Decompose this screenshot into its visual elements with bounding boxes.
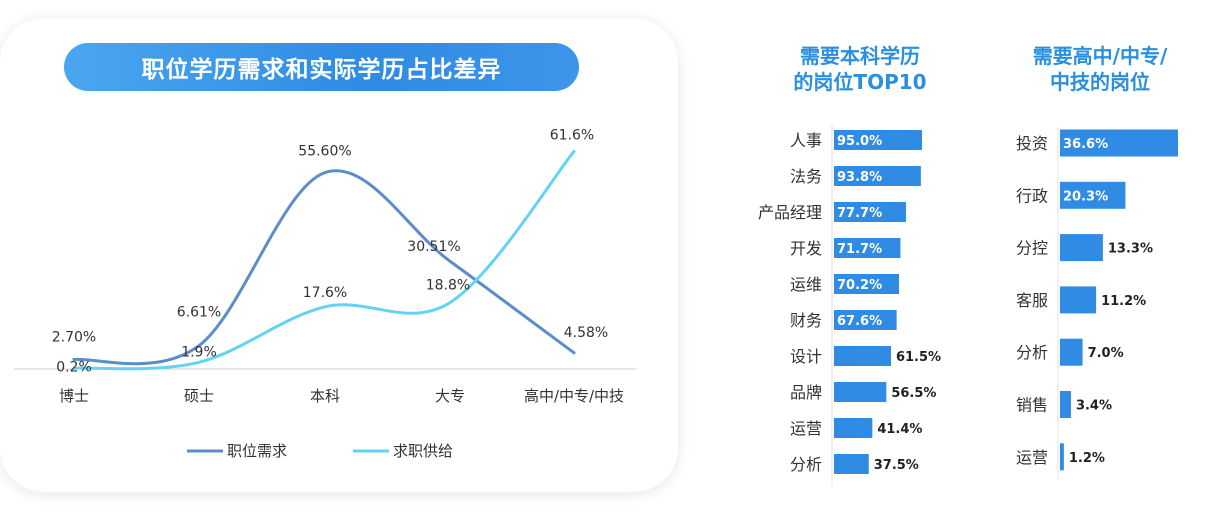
series-line-demand: [72, 169, 576, 366]
bar: [1060, 338, 1083, 366]
value-label: 71.7%: [837, 242, 882, 257]
bar-panel-1-title: 需要本科学历 的岗位TOP10: [760, 43, 960, 95]
bar-chart-2: 投资 36.6% 行政 20.3% 分控 13.3% 客服 11.2% 分析 7.0% 销售 3.4%…: [1016, 127, 1178, 479]
category-label: 法务: [790, 167, 822, 186]
bar: [1060, 443, 1064, 471]
value-label: 93.8%: [837, 170, 882, 185]
category-label: 运营: [1016, 448, 1048, 467]
bar: [834, 130, 922, 150]
series-line-supply: [72, 149, 576, 371]
category-label: 销售: [1016, 396, 1048, 415]
category-label: 开发: [790, 239, 822, 258]
bar: [834, 454, 869, 474]
x-tick-label: 本科: [310, 387, 340, 405]
category-label: 产品经理: [758, 203, 822, 222]
category-label: 行政: [1016, 186, 1048, 205]
value-label: 36.6%: [1063, 137, 1108, 152]
category-label: 财务: [790, 311, 822, 330]
bar: [1060, 234, 1103, 262]
value-label: 20.3%: [1063, 189, 1108, 204]
value-label: 3.4%: [1076, 399, 1112, 414]
category-label: 客服: [1016, 291, 1048, 310]
bar-panel-2-title-line2: 中技的岗位: [1050, 70, 1150, 94]
bar: [834, 238, 901, 258]
bar: [834, 346, 891, 366]
data-label-demand: 2.70%: [52, 329, 96, 345]
bar: [834, 202, 906, 222]
value-label: 56.5%: [891, 386, 936, 401]
value-label: 7.0%: [1088, 346, 1124, 361]
data-label-demand: 30.51%: [407, 239, 460, 255]
data-label-demand: 4.58%: [564, 325, 608, 341]
value-label: 77.7%: [837, 206, 882, 221]
value-label: 41.4%: [877, 422, 922, 437]
data-label-supply: 1.9%: [181, 344, 217, 360]
category-label: 分控: [1016, 239, 1048, 258]
category-label: 分析: [790, 455, 822, 474]
category-label: 设计: [790, 347, 822, 366]
bar: [834, 166, 921, 186]
line-chart-title: 职位学历需求和实际学历占比差异: [64, 43, 579, 91]
bar: [834, 382, 887, 402]
category-label: 运维: [790, 275, 822, 294]
bar: [834, 418, 873, 438]
bar: [1060, 129, 1178, 157]
data-label-supply: 17.6%: [303, 285, 347, 301]
category-label: 分析: [1016, 343, 1048, 362]
data-label-demand: 55.60%: [298, 144, 351, 160]
value-label: 70.2%: [837, 278, 882, 293]
value-label: 11.2%: [1101, 294, 1146, 309]
value-label: 61.5%: [896, 350, 941, 365]
category-label: 人事: [790, 131, 822, 150]
bar: [1060, 391, 1071, 418]
category-label: 品牌: [790, 383, 822, 402]
bar: [1060, 286, 1097, 314]
bar-panel-1-title-line2: 的岗位TOP10: [793, 70, 927, 94]
line-chart-card: [0, 18, 678, 492]
bar: [1060, 181, 1126, 209]
bar-chart-1: 人事 95.0% 法务 93.8% 产品经理 77.7% 开发 71.7% 运维 70.2% 财务 6…: [758, 124, 941, 486]
bar-panel-2-title: 需要高中/中专/ 中技的岗位: [995, 43, 1205, 95]
category-label: 投资: [1016, 134, 1048, 153]
legend-label-demand: 职位需求: [227, 442, 287, 460]
value-label: 67.6%: [837, 314, 882, 329]
value-label: 1.2%: [1069, 451, 1105, 466]
bar: [834, 274, 900, 294]
data-label-supply: 18.8%: [426, 278, 470, 294]
x-tick-label: 高中/中专/中技: [524, 387, 624, 405]
x-tick-label: 大专: [435, 387, 465, 405]
value-label: 95.0%: [837, 134, 882, 149]
data-label-demand: 6.61%: [177, 305, 221, 321]
legend-label-supply: 求职供给: [393, 442, 453, 460]
x-tick-label: 硕士: [184, 387, 214, 405]
value-label: 37.5%: [874, 458, 919, 473]
bar-panel-2-title-line1: 需要高中/中专/: [1032, 44, 1168, 68]
line-chart: 2.70% 6.61% 55.60% 30.51% 4.58% 0.2% 1.9% 17.6%…: [14, 127, 636, 460]
category-label: 运营: [790, 419, 822, 438]
data-label-supply: 0.2%: [56, 359, 92, 375]
bar: [834, 310, 897, 330]
data-label-supply: 61.6%: [550, 127, 594, 143]
x-tick-label: 博士: [59, 387, 89, 405]
value-label: 13.3%: [1108, 242, 1153, 257]
bar-panel-1-title-line1: 需要本科学历: [800, 44, 920, 68]
